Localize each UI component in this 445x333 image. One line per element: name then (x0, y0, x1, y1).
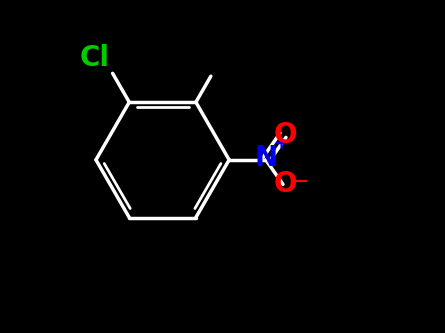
Text: +: + (273, 135, 288, 153)
Text: Cl: Cl (79, 44, 109, 72)
Text: O: O (274, 170, 297, 198)
Text: N: N (254, 144, 277, 172)
Text: O: O (274, 121, 297, 149)
Text: −: − (293, 173, 308, 191)
